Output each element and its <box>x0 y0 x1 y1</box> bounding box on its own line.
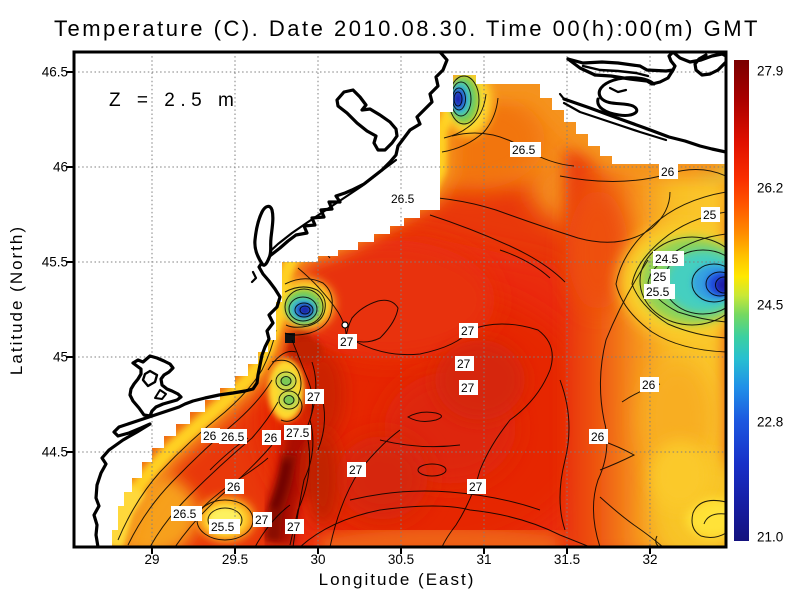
svg-text:25: 25 <box>653 270 667 284</box>
svg-text:27: 27 <box>461 324 475 338</box>
svg-text:26.2: 26.2 <box>757 181 783 196</box>
svg-text:45: 45 <box>53 350 68 365</box>
svg-text:24.5: 24.5 <box>655 252 679 266</box>
svg-text:25.5: 25.5 <box>211 520 235 534</box>
svg-text:Longitude (East): Longitude (East) <box>319 570 476 589</box>
svg-text:26: 26 <box>591 430 605 444</box>
svg-text:26: 26 <box>203 429 217 443</box>
svg-text:31.5: 31.5 <box>554 552 580 567</box>
svg-text:45.5: 45.5 <box>42 255 68 270</box>
svg-text:27: 27 <box>255 513 269 527</box>
svg-text:30: 30 <box>310 552 325 567</box>
svg-text:26: 26 <box>661 165 675 179</box>
svg-text:27: 27 <box>340 335 354 349</box>
svg-text:27.9: 27.9 <box>757 64 783 79</box>
svg-text:Z = 2.5 m: Z = 2.5 m <box>109 90 239 111</box>
svg-text:31: 31 <box>476 552 491 567</box>
svg-text:21.0: 21.0 <box>757 530 783 545</box>
svg-text:26.5: 26.5 <box>173 507 197 521</box>
svg-text:27: 27 <box>287 520 301 534</box>
svg-text:26: 26 <box>642 378 656 392</box>
svg-text:32: 32 <box>642 552 657 567</box>
svg-text:27: 27 <box>457 357 471 371</box>
svg-text:29.5: 29.5 <box>222 552 248 567</box>
svg-text:46.5: 46.5 <box>42 65 68 80</box>
svg-text:27: 27 <box>307 390 321 404</box>
svg-text:27: 27 <box>461 381 475 395</box>
svg-text:44.5: 44.5 <box>42 445 68 460</box>
svg-text:Latitude (North): Latitude (North) <box>7 225 26 375</box>
svg-text:26: 26 <box>227 480 241 494</box>
svg-text:29: 29 <box>144 552 159 567</box>
svg-text:25: 25 <box>703 208 717 222</box>
svg-text:22.8: 22.8 <box>757 415 783 430</box>
svg-text:27: 27 <box>349 463 363 477</box>
svg-text:25.5: 25.5 <box>646 285 670 299</box>
svg-text:46: 46 <box>53 160 68 175</box>
svg-text:26.5: 26.5 <box>512 143 536 157</box>
svg-text:26.5: 26.5 <box>221 430 245 444</box>
svg-text:30.5: 30.5 <box>388 552 414 567</box>
svg-text:24.5: 24.5 <box>757 298 783 313</box>
svg-text:27.5: 27.5 <box>286 426 310 440</box>
svg-text:26: 26 <box>264 431 278 445</box>
svg-text:26.5: 26.5 <box>391 192 415 206</box>
svg-text:Temperature (C). Date 2010.08.: Temperature (C). Date 2010.08.30. Time 0… <box>54 16 760 41</box>
svg-text:27: 27 <box>469 480 483 494</box>
